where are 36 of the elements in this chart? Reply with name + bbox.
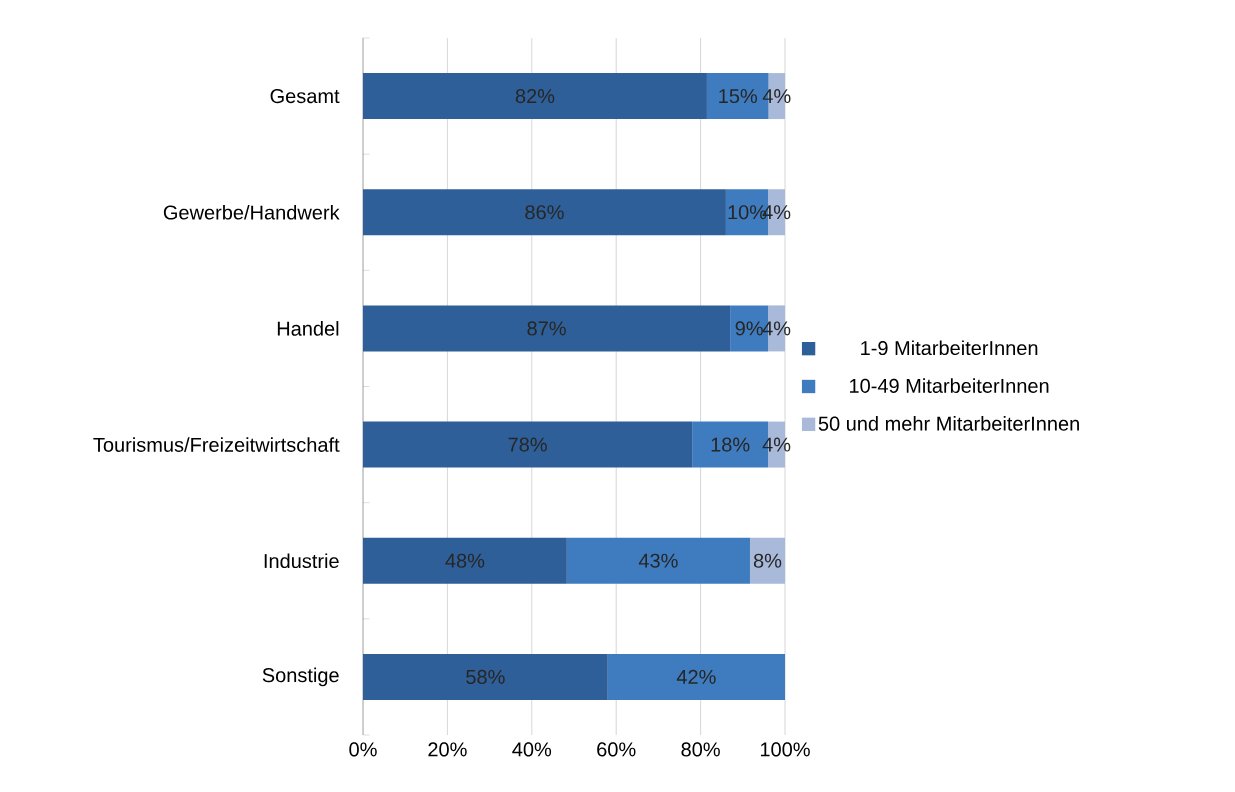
- data-label: 86%: [525, 205, 564, 220]
- y-tick-label: Sonstige: [262, 667, 339, 687]
- bar: [363, 73, 707, 120]
- bar: [363, 537, 567, 584]
- y-tick-label: Industrie: [264, 553, 339, 569]
- data-label: 48%: [445, 553, 485, 568]
- data-label: 42%: [676, 669, 716, 684]
- data-label: 78%: [508, 437, 547, 452]
- y-tick-label: Handel: [277, 321, 339, 336]
- data-label: 18%: [711, 437, 750, 452]
- data-label: 43%: [638, 553, 678, 568]
- data-label: 58%: [466, 669, 505, 684]
- x-tick-label: 20%: [428, 742, 467, 757]
- data-label: 87%: [527, 321, 566, 336]
- data-label: 82%: [515, 88, 555, 104]
- data-label: 15%: [719, 89, 758, 104]
- legend-label: 1-9 MitarbeiterInnen: [861, 340, 1038, 356]
- data-label: 9%: [735, 321, 763, 336]
- x-tick-label: 100%: [760, 742, 810, 757]
- x-tick-label: 0%: [349, 742, 377, 757]
- x-tick-label: 80%: [681, 742, 720, 757]
- y-tick-label: Gesamt: [270, 88, 340, 104]
- y-tick-label: Gewerbe/Handwerk: [163, 204, 340, 220]
- bar: [749, 537, 785, 584]
- y-tick-label: Tourismus/Freizeitwirtschaft: [93, 437, 340, 452]
- data-label: 8%: [753, 553, 782, 568]
- bar: [363, 421, 693, 468]
- bar: [607, 653, 785, 700]
- legend-label: 50 und mehr MitarbeiterInnen: [818, 416, 1079, 431]
- bar: [566, 537, 750, 584]
- bar: [363, 305, 731, 352]
- bar: [363, 189, 726, 236]
- x-tick-label: 60%: [597, 742, 636, 757]
- x-tick-label: 40%: [512, 742, 552, 757]
- legend-label: 10-49 MitarbeiterInnen: [850, 378, 1049, 393]
- bar: [363, 653, 608, 700]
